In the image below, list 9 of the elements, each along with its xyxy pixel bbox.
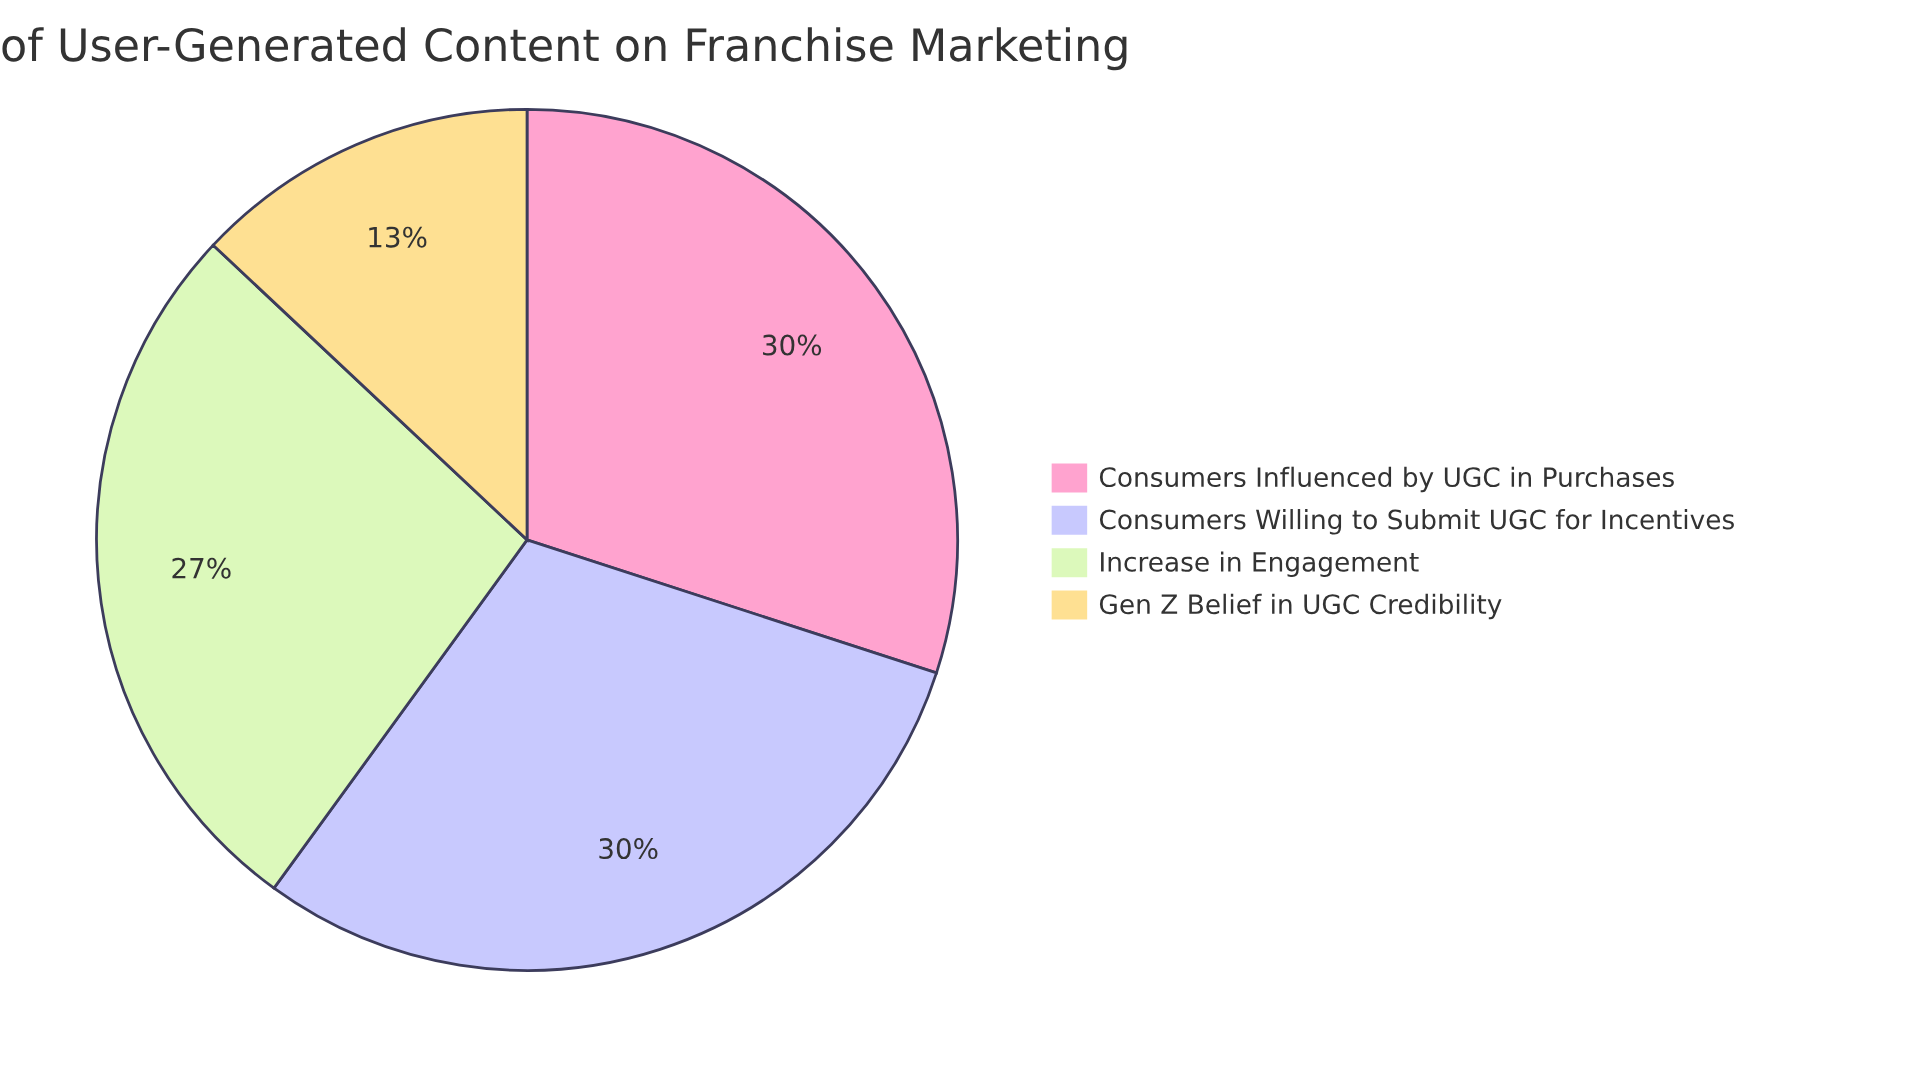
data-label: 30%: [762, 334, 822, 356]
data-label: 13%: [369, 226, 427, 248]
legend-label: Increase in Engagement: [1101, 551, 1419, 577]
legend-label: Consumers Willing to Submit UGC for Incentives: [1099, 509, 1734, 535]
data-label: 27%: [172, 557, 231, 579]
data-label: 30%: [599, 838, 658, 860]
chart-title: of User-Generated Content on Franchise Marketing: [2, 27, 1127, 71]
legend-label: Gen Z Belief in UGC Credibility: [1099, 593, 1502, 620]
legend-label: Consumers Influenced by UGC in Purchases: [1099, 466, 1674, 493]
